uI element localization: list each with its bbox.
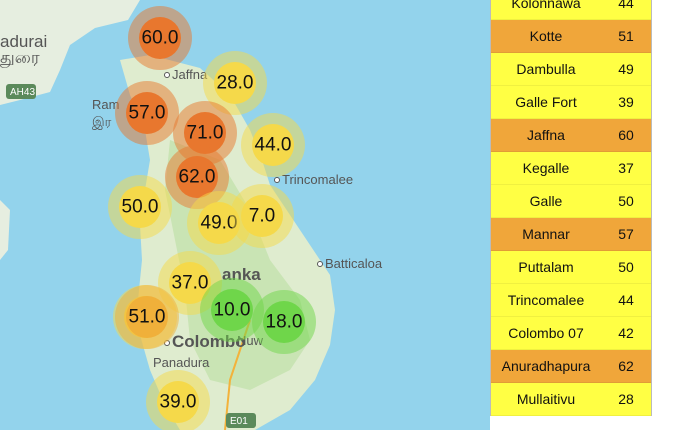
place-label: Trincomalee (282, 172, 353, 187)
table-row: Dambulla 49 (491, 53, 651, 86)
india-coast (0, 200, 10, 260)
marker (252, 124, 294, 166)
marker (157, 381, 199, 423)
marker (198, 202, 240, 244)
marker-label: 37.0 (172, 273, 209, 294)
table: Kolonnawa 44 Kotte 51 Dambulla 49 Galle Fort 39… (490, 0, 652, 416)
aqi-value: 44 (618, 292, 634, 308)
marker-label: 49.0 (201, 213, 238, 234)
place-label: adurai (0, 32, 47, 51)
marker-label: 7.0 (249, 206, 275, 227)
marker (139, 17, 181, 59)
marker-label: 62.0 (179, 167, 216, 188)
marker (214, 62, 256, 104)
location-name: Kotte (529, 28, 563, 44)
table-row: Mannar 57 (491, 218, 651, 251)
marker (119, 186, 161, 228)
marker-label: 57.0 (129, 103, 166, 124)
location-name: Mannar (522, 226, 570, 242)
aqi-value: 60 (618, 127, 634, 143)
location-name: Dambulla (516, 61, 576, 77)
aqi-value: 50 (618, 193, 634, 209)
place-dot (317, 261, 323, 267)
table-row: Kotte 51 (491, 20, 651, 53)
aqi-value: 62 (618, 358, 634, 374)
marker-label: 71.0 (187, 123, 224, 144)
aqi-value: 42 (618, 325, 634, 341)
table-row: Anuradhapura 62 (491, 350, 651, 383)
location-name: Colombo 07 (508, 325, 584, 341)
place-label: Ram (92, 97, 119, 112)
marker (263, 301, 305, 343)
marker-label: 60.0 (142, 28, 179, 49)
table-row: Galle Fort 39 (491, 86, 651, 119)
marker-label: 50.0 (122, 197, 159, 218)
aqi-value: 50 (618, 259, 634, 275)
location-name: Galle (529, 193, 563, 209)
location-name: Kegalle (522, 160, 570, 176)
marker (126, 296, 168, 338)
marker (184, 112, 226, 154)
aqi-value: 37 (618, 160, 634, 176)
aqi-value: 51 (618, 28, 634, 44)
road-badge (6, 84, 36, 99)
location-name: Mullaitivu (516, 391, 576, 407)
place-label: இர (92, 114, 112, 130)
location-name: Jaffna (527, 127, 565, 143)
marker-label: 39.0 (160, 392, 197, 413)
location-name: Kolonnawa (511, 0, 581, 11)
aqi-value: 49 (618, 61, 634, 77)
aqi-value: 57 (618, 226, 634, 242)
aqi-value: 28 (618, 391, 634, 407)
marker-label: 51.0 (129, 307, 166, 328)
location-name: Puttalam (518, 259, 574, 275)
place-label: Jaffna (172, 67, 208, 82)
marker-label: 44.0 (255, 135, 292, 156)
table-row: Jaffna 60 (491, 119, 651, 152)
marker-label: 18.0 (266, 312, 303, 333)
marker (241, 195, 283, 237)
road-label: E01 (230, 416, 248, 427)
marker-label: 10.0 (214, 300, 251, 321)
location-name: Galle Fort (515, 94, 577, 110)
place-dot (274, 177, 280, 183)
aqi-value: 39 (618, 94, 634, 110)
aqi-value: 44 (618, 0, 634, 11)
road-badge (226, 413, 256, 428)
place-dot (164, 72, 170, 78)
table-row: Mullaitivu 28 (491, 383, 651, 416)
location-name: Anuradhapura (501, 358, 591, 374)
table-row: Colombo 07 42 (491, 317, 651, 350)
table-row: Kegalle 37 (491, 152, 651, 185)
table-row: Galle 50 (491, 185, 651, 218)
table-row: Trincomalee 44 (491, 284, 651, 317)
place-label: Panadura (153, 355, 210, 370)
marker (126, 92, 168, 134)
location-name: Trincomalee (507, 292, 585, 308)
table-row: Kolonnawa 44 (491, 0, 651, 20)
place-label: Batticaloa (325, 256, 383, 271)
marker (211, 289, 253, 331)
india-coast (0, 0, 140, 105)
marker (169, 262, 211, 304)
table-row: Puttalam 50 (491, 251, 651, 284)
marker-label: 28.0 (217, 73, 254, 94)
marker (176, 156, 218, 198)
road-label: AH43 (10, 87, 35, 98)
place-label: துரை (0, 48, 40, 68)
